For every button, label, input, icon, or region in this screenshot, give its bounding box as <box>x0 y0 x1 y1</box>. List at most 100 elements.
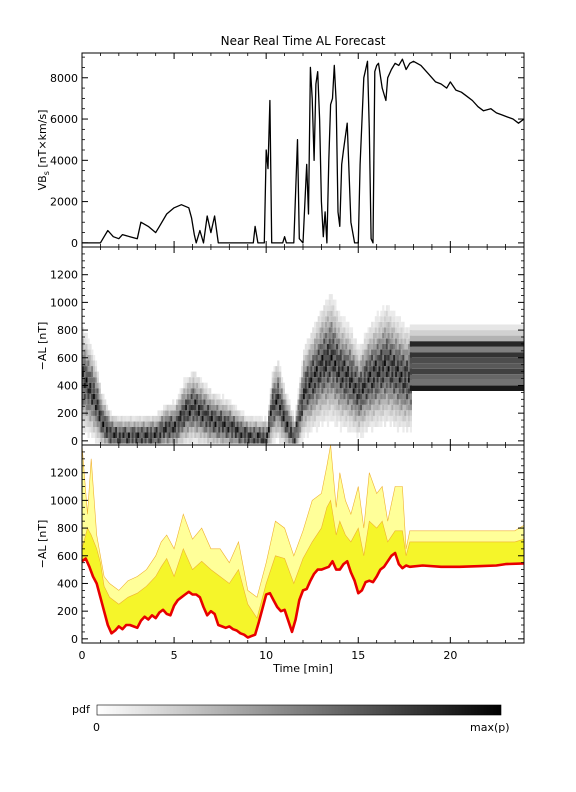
pdf-cell <box>336 377 339 383</box>
pdf-cell <box>349 377 352 383</box>
pdf-cell <box>315 427 319 433</box>
pdf-cell <box>96 438 99 444</box>
pdf-cell <box>380 321 383 328</box>
pdf-cell <box>188 415 191 422</box>
pdf-cell <box>238 432 241 438</box>
pdf-cell <box>371 427 374 433</box>
pdf-cell <box>82 366 85 372</box>
pdf-cell <box>338 382 341 389</box>
pdf-cell <box>290 438 293 444</box>
pdf-cell <box>398 388 401 394</box>
pdf-cell <box>310 377 313 383</box>
pdf-cell <box>190 382 193 389</box>
pdf-cell <box>384 415 387 422</box>
pdf-cell <box>352 349 355 355</box>
pdf-cell <box>339 338 342 344</box>
pdf-cell <box>227 427 230 433</box>
pdf-cell <box>367 382 370 389</box>
pdf-cell <box>187 427 190 433</box>
pdf-cell <box>408 393 411 400</box>
pdf-cell <box>339 316 342 322</box>
pdf-cell <box>319 327 322 333</box>
pdf-cell <box>378 343 381 350</box>
pdf-cell <box>290 410 293 416</box>
pdf-cell <box>354 360 357 366</box>
pdf-cell <box>277 421 280 427</box>
pdf-cell <box>291 410 295 416</box>
pdf-cell <box>157 415 160 422</box>
pdf-cell <box>339 410 342 416</box>
forecast-ytick-label: 800 <box>57 522 78 535</box>
pdf-cell <box>131 438 134 444</box>
pdf-cell <box>341 355 344 361</box>
pdf-cell <box>275 393 278 400</box>
pdf-cell <box>96 410 99 416</box>
pdf-cell <box>391 349 394 355</box>
pdf-cell <box>277 366 280 372</box>
pdf-cell <box>325 388 328 394</box>
pdf-cell <box>93 366 96 372</box>
pdf-cell <box>170 404 173 411</box>
pdf-cell <box>408 343 411 350</box>
pdf-cell <box>155 438 158 444</box>
pdf-cell <box>326 404 330 411</box>
pdf-cell <box>310 382 313 389</box>
pdf-cell <box>91 415 94 422</box>
pdf-cell <box>385 349 389 355</box>
pdf-cell <box>148 427 151 433</box>
pdf-cell <box>82 421 85 427</box>
pdf-cell <box>345 360 348 366</box>
pdf-cell <box>374 321 377 328</box>
pdf-cell <box>350 349 354 355</box>
pdf-cell <box>360 355 363 361</box>
pdf-cell <box>301 404 304 411</box>
pdf-cell <box>356 410 359 416</box>
pdf-cell <box>210 421 214 427</box>
pdf-cell <box>356 355 359 361</box>
pdf-cell <box>391 316 394 322</box>
pdf-cell <box>247 421 250 427</box>
pdf-cell <box>352 360 355 366</box>
pdf-cell <box>94 438 98 444</box>
pdf-cell <box>284 432 287 438</box>
pdf-cell <box>94 415 98 422</box>
pdf-cell <box>376 404 379 411</box>
pdf-cell <box>223 410 226 416</box>
pdf-cell <box>378 404 381 411</box>
pdf-cell <box>395 321 398 328</box>
pdf-cell <box>393 321 396 328</box>
pdf-cell <box>367 360 370 366</box>
pdf-cell <box>336 316 339 322</box>
pdf-cell <box>345 366 348 372</box>
pdf-cell <box>82 360 85 366</box>
pdf-cell <box>321 310 324 317</box>
pdf-cell <box>188 432 191 438</box>
pdf-cell <box>338 410 341 416</box>
pdf-cell <box>328 305 331 311</box>
pdf-cell <box>389 343 392 350</box>
pdf-cell <box>323 338 326 344</box>
pdf-cell <box>310 415 313 422</box>
pdf-cell <box>113 415 116 422</box>
pdf-cell <box>303 399 306 405</box>
pdf-cell <box>365 382 368 389</box>
pdf-cell <box>308 393 311 400</box>
pdf-cell <box>380 355 383 361</box>
pdf-cell <box>262 427 265 433</box>
pdf-cell <box>369 349 372 355</box>
pdf-cell <box>323 388 326 394</box>
pdf-cell <box>404 404 407 411</box>
pdf-cell <box>354 415 357 422</box>
pdf-cell <box>89 421 92 427</box>
pdf-cell <box>87 415 90 422</box>
pdf-cell <box>284 427 287 433</box>
pdf-cell <box>376 382 379 389</box>
pdf-cell <box>288 438 291 444</box>
pdf-cell <box>142 415 145 422</box>
pdf-cell <box>198 432 201 438</box>
pdf-cell <box>385 393 389 400</box>
pdf-cell <box>312 349 315 355</box>
pdf-cell <box>389 360 392 366</box>
pdf-cell <box>286 432 289 438</box>
pdf-cell <box>389 332 392 339</box>
